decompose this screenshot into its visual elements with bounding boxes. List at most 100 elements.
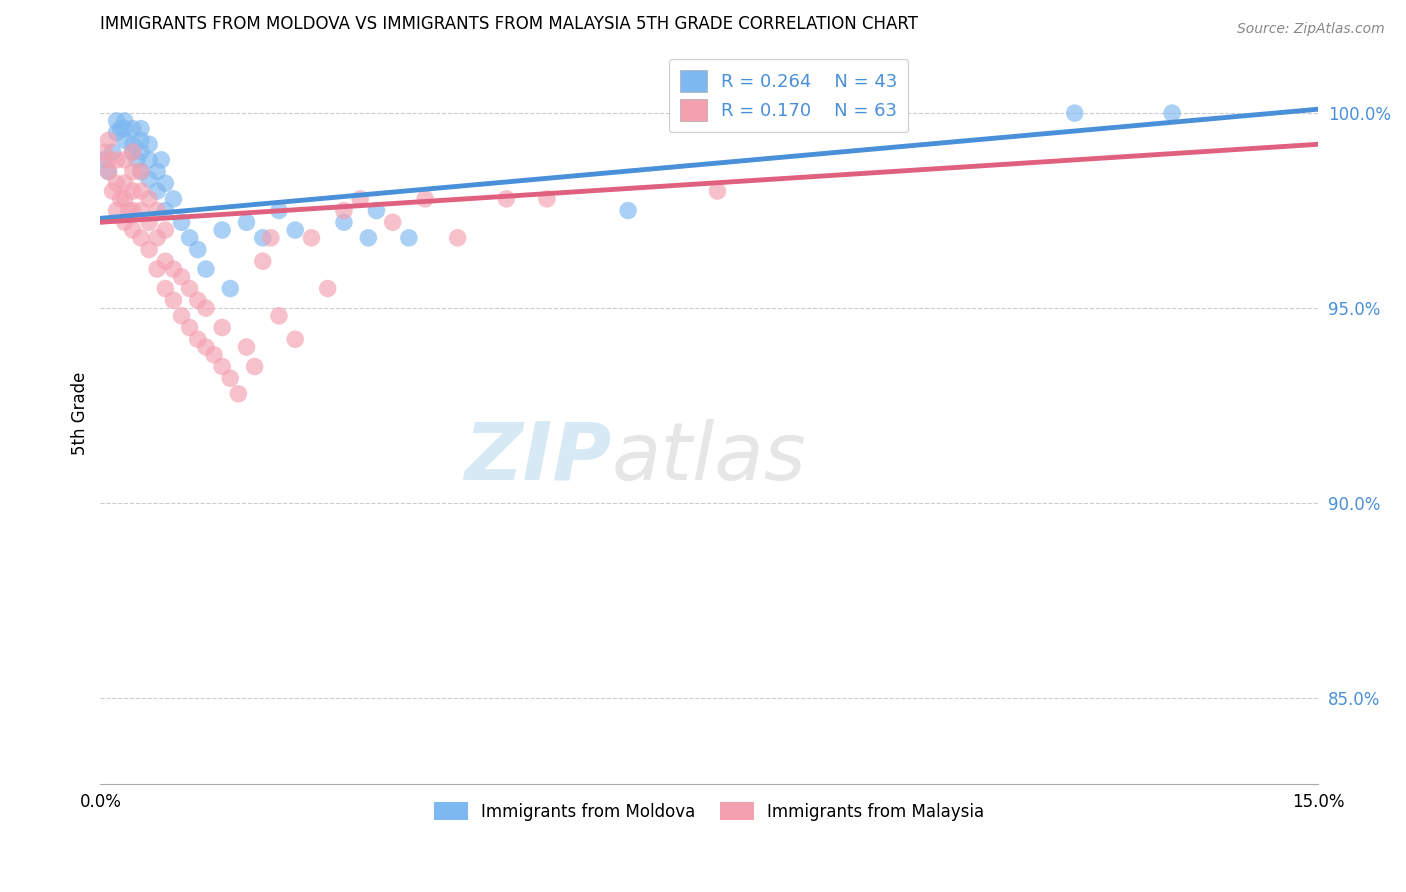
Text: Source: ZipAtlas.com: Source: ZipAtlas.com [1237, 22, 1385, 37]
Point [129, 164, 152, 178]
Point [138, 192, 160, 206]
Point [101, 145, 124, 159]
Point [155, 281, 177, 295]
Point [170, 309, 193, 323]
Point [179, 320, 201, 334]
Point [162, 293, 184, 308]
Point [155, 223, 177, 237]
Point [93, 153, 115, 167]
Point [381, 215, 404, 229]
Point [446, 231, 468, 245]
Point [162, 262, 184, 277]
Point [1063, 106, 1085, 120]
Point [413, 192, 436, 206]
Point [155, 203, 177, 218]
Point [187, 332, 209, 346]
Point [333, 215, 356, 229]
Legend: Immigrants from Moldova, Immigrants from Malaysia: Immigrants from Moldova, Immigrants from… [427, 796, 991, 827]
Point [243, 359, 266, 374]
Point [97, 164, 120, 178]
Point [101, 184, 124, 198]
Point [129, 133, 152, 147]
Point [706, 184, 728, 198]
Point [105, 153, 128, 167]
Point [179, 281, 201, 295]
Point [179, 231, 201, 245]
Y-axis label: 5th Grade: 5th Grade [72, 372, 89, 455]
Point [97, 133, 120, 147]
Point [121, 145, 143, 159]
Point [121, 184, 143, 198]
Point [170, 269, 193, 284]
Point [121, 203, 143, 218]
Point [333, 203, 356, 218]
Point [114, 215, 136, 229]
Point [252, 254, 274, 268]
Point [155, 254, 177, 268]
Point [1161, 106, 1184, 120]
Point [146, 231, 169, 245]
Point [129, 164, 152, 178]
Point [150, 153, 173, 167]
Point [129, 145, 152, 159]
Point [105, 176, 128, 190]
Point [93, 145, 115, 159]
Point [267, 203, 290, 218]
Point [97, 153, 120, 167]
Point [105, 126, 128, 140]
Point [284, 223, 307, 237]
Point [398, 231, 420, 245]
Point [121, 164, 143, 178]
Point [105, 114, 128, 128]
Point [114, 114, 136, 128]
Point [138, 172, 160, 186]
Point [138, 215, 160, 229]
Point [110, 121, 132, 136]
Point [146, 164, 169, 178]
Point [357, 231, 380, 245]
Point [170, 215, 193, 229]
Point [138, 137, 160, 152]
Point [121, 145, 143, 159]
Point [118, 203, 141, 218]
Point [235, 215, 257, 229]
Point [121, 137, 143, 152]
Point [129, 231, 152, 245]
Point [252, 231, 274, 245]
Point [617, 203, 640, 218]
Point [211, 320, 233, 334]
Point [105, 203, 128, 218]
Point [187, 243, 209, 257]
Point [97, 164, 120, 178]
Point [114, 153, 136, 167]
Point [114, 121, 136, 136]
Point [138, 153, 160, 167]
Point [129, 121, 152, 136]
Point [211, 223, 233, 237]
Point [110, 192, 132, 206]
Point [219, 281, 242, 295]
Point [228, 386, 250, 401]
Point [146, 203, 169, 218]
Point [125, 153, 148, 167]
Point [235, 340, 257, 354]
Point [121, 121, 143, 136]
Point [316, 281, 339, 295]
Point [267, 309, 290, 323]
Point [155, 176, 177, 190]
Point [129, 203, 152, 218]
Point [114, 176, 136, 190]
Point [146, 262, 169, 277]
Point [219, 371, 242, 385]
Point [536, 192, 558, 206]
Point [260, 231, 283, 245]
Point [495, 192, 517, 206]
Point [202, 348, 225, 362]
Point [211, 359, 233, 374]
Point [301, 231, 323, 245]
Point [114, 133, 136, 147]
Point [187, 293, 209, 308]
Point [114, 192, 136, 206]
Point [284, 332, 307, 346]
Text: atlas: atlas [612, 418, 807, 497]
